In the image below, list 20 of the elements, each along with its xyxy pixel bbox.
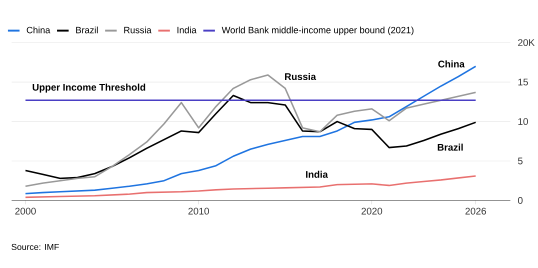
x-tick-label: 2010 [188, 208, 209, 214]
source-note: Source: IMF [12, 244, 59, 250]
legend-label: India [178, 26, 197, 34]
legend-label: China [26, 26, 50, 34]
legend-label: Russia [124, 26, 152, 34]
legend-label: World Bank middle-income upper bound (2021) [222, 26, 414, 36]
x-tick-label: 2020 [362, 208, 382, 214]
annotation: Upper Income Threshold [32, 84, 146, 92]
x-tick-label: 2000 [15, 208, 36, 214]
annotation: India [306, 170, 328, 178]
y-tick-label: 5 [518, 158, 523, 164]
annotation: Russia [285, 72, 316, 80]
y-tick-label: 10 [518, 118, 528, 125]
legend-label: Brazil [76, 26, 98, 34]
x-tick-label: 2026 [465, 208, 486, 214]
y-tick-label: 15 [518, 78, 528, 86]
y-tick-label: 0 [518, 196, 523, 204]
y-tick-label: 20K [518, 39, 535, 46]
annotation: Brazil [438, 144, 463, 151]
annotation: China [438, 60, 465, 68]
